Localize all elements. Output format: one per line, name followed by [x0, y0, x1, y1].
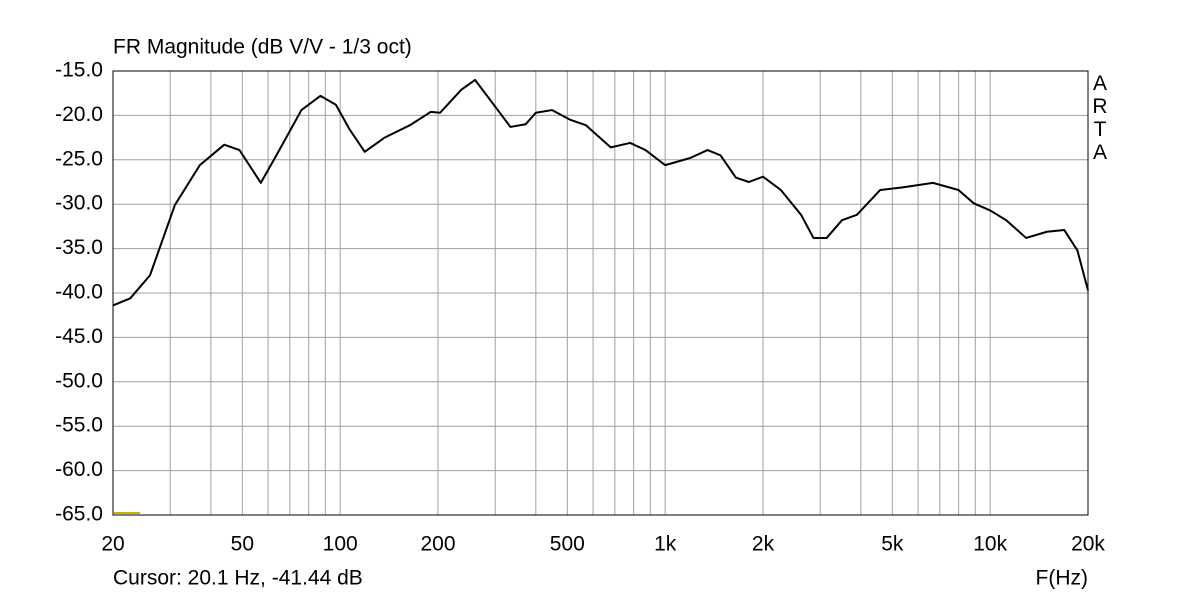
- cursor-readout: Cursor: 20.1 Hz, -41.44 dB: [113, 567, 363, 590]
- y-tick-label: -25.0: [55, 147, 103, 170]
- plot-frame: [112, 70, 1089, 516]
- y-tick-label: -55.0: [55, 414, 103, 437]
- x-tick-label: 1k: [654, 533, 677, 556]
- fr-curve: [112, 78, 1089, 307]
- x-tick-label: 20k: [1071, 533, 1105, 556]
- x-tick-label: 50: [231, 533, 254, 556]
- y-tick-label: -20.0: [55, 103, 103, 126]
- chart-title: FR Magnitude (dB V/V - 1/3 oct): [113, 36, 412, 59]
- y-tick-label: -15.0: [55, 59, 103, 82]
- y-tick-label: -30.0: [55, 192, 103, 215]
- y-tick-label: -40.0: [55, 281, 103, 304]
- x-tick-label: 500: [550, 533, 585, 556]
- x-axis-label: F(Hz): [1036, 567, 1088, 590]
- x-tick-label: 2k: [752, 533, 775, 556]
- y-tick-label: -45.0: [55, 325, 103, 348]
- x-tick-label: 10k: [973, 533, 1007, 556]
- y-tick-label: -60.0: [55, 458, 103, 481]
- x-tick-label: 100: [323, 533, 358, 556]
- x-tick-label: 5k: [881, 533, 904, 556]
- x-tick-label: 200: [420, 533, 455, 556]
- watermark: ARTA: [1092, 72, 1108, 164]
- x-tick-label: 20: [101, 533, 124, 556]
- y-tick-label: -50.0: [55, 369, 103, 392]
- y-tick-label: -65.0: [55, 503, 103, 526]
- y-tick-label: -35.0: [55, 236, 103, 259]
